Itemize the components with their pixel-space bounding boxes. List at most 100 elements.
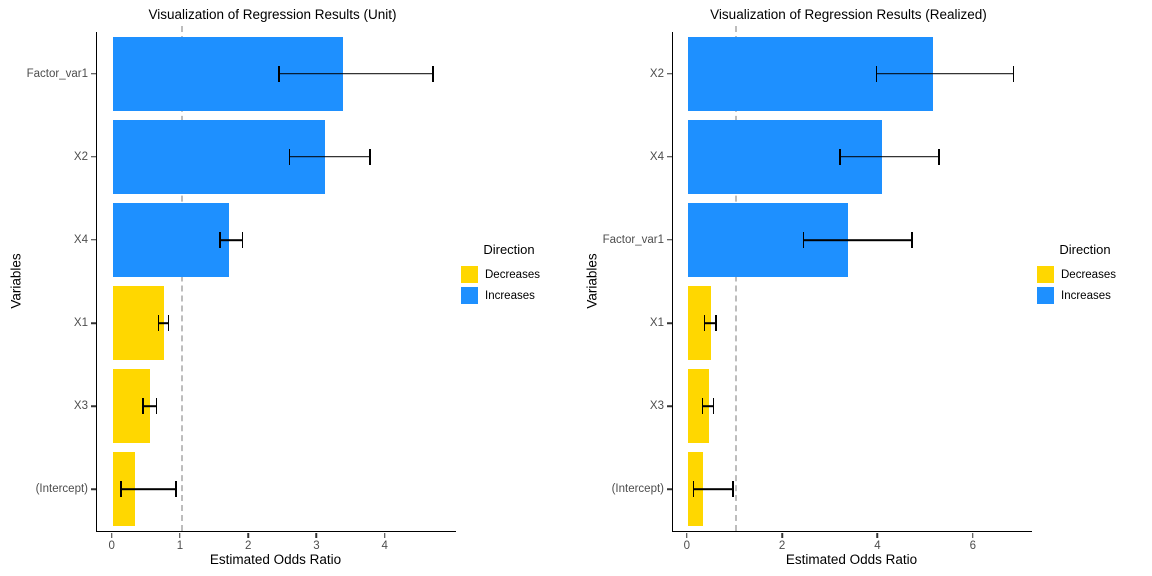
y-tick-label: X2 — [73, 150, 88, 163]
x-tick-label: 3 — [313, 539, 320, 552]
y-tick-mark — [666, 156, 672, 158]
error-bar-Factor_var1 — [279, 72, 433, 75]
error-cap-low-(Intercept) — [120, 481, 122, 498]
error-bar-X3 — [702, 405, 714, 408]
y-tick-mark — [90, 405, 96, 407]
y-tick-mark — [90, 72, 96, 75]
x-tick-label: 2 — [244, 539, 252, 552]
bar-X4 — [112, 202, 230, 277]
y-tick-mark — [90, 488, 96, 491]
error-cap-high-Factor_var1 — [911, 231, 913, 248]
legend-item-label: Decreases — [1061, 268, 1116, 281]
reference-line — [735, 26, 738, 531]
x-tick-mark — [383, 532, 386, 538]
x-tick-label: 2 — [778, 539, 786, 552]
error-cap-low-X3 — [141, 398, 144, 415]
plot-panel — [90, 26, 456, 532]
chart-realized: Visualization of Regression Results (Rea… — [576, 0, 1152, 576]
y-tick-mark — [666, 488, 672, 491]
y-tick-label: Factor_var1 — [26, 67, 88, 80]
y-tick-label: X1 — [649, 317, 664, 330]
y-tick-label: X4 — [649, 150, 664, 163]
error-cap-low-Factor_var1 — [802, 231, 805, 248]
y-tick-label: X1 — [73, 317, 88, 330]
y-tick-label: (Intercept) — [611, 483, 664, 496]
error-cap-low-X4 — [219, 231, 221, 248]
error-cap-high-X4 — [241, 231, 244, 248]
legend-title: Direction — [1059, 242, 1111, 257]
error-cap-high-(Intercept) — [732, 481, 734, 498]
x-tick-label: 4 — [381, 539, 388, 552]
y-tick-label: X3 — [649, 400, 664, 413]
x-tick-label: 0 — [683, 539, 690, 552]
y-tick-mark — [666, 322, 672, 324]
error-cap-low-(Intercept) — [692, 481, 695, 498]
y-tick-label: X4 — [73, 233, 88, 246]
error-cap-high-X2 — [1012, 65, 1015, 82]
legend-item-label: Increases — [1061, 289, 1111, 302]
error-bar-(Intercept) — [120, 488, 177, 491]
error-cap-low-X1 — [157, 315, 160, 332]
legend-item-label: Decreases — [485, 268, 540, 281]
y-tick-mark — [90, 322, 96, 324]
error-cap-low-X3 — [701, 398, 704, 415]
y-tick-mark — [666, 405, 672, 407]
x-tick-mark — [247, 532, 249, 538]
error-cap-low-X4 — [839, 148, 841, 165]
bar-X1 — [687, 286, 711, 361]
error-cap-high-(Intercept) — [175, 481, 177, 498]
error-cap-low-X2 — [875, 65, 878, 82]
chart-unit: Visualization of Regression Results (Uni… — [0, 7, 571, 567]
decreases-swatch-icon — [1037, 266, 1054, 283]
x-axis-title: Estimated Odds Ratio — [785, 552, 918, 567]
legend-item-decreases: Decreases — [461, 266, 571, 283]
bar-X3 — [687, 369, 710, 444]
x-tick-mark — [972, 532, 974, 538]
error-bar-Factor_var1 — [803, 239, 912, 241]
x-tick-mark — [315, 532, 318, 538]
legend-item-increases: Increases — [461, 287, 571, 304]
y-tick-label: Factor_var1 — [602, 233, 664, 246]
x-axis-title: Estimated Odds Ratio — [209, 552, 342, 567]
x-tick-label: 1 — [176, 539, 184, 552]
plot-panel — [666, 26, 1032, 532]
x-tick-label: 4 — [874, 539, 881, 552]
y-tick-mark — [666, 239, 672, 241]
x-tick-label: 6 — [969, 539, 977, 552]
increases-swatch-icon — [461, 287, 478, 304]
legend-title: Direction — [483, 242, 535, 257]
error-cap-low-X2 — [288, 148, 291, 165]
error-cap-high-X2 — [369, 148, 371, 165]
error-cap-high-Factor_var1 — [431, 65, 434, 82]
y-tick-mark — [90, 239, 96, 241]
legend-item-increases: Increases — [1037, 287, 1147, 304]
x-tick-mark — [110, 532, 113, 538]
error-cap-high-X1 — [715, 315, 717, 332]
y-tick-mark — [90, 156, 96, 158]
x-tick-mark — [179, 532, 181, 538]
error-cap-low-Factor_var1 — [278, 65, 281, 82]
x-tick-label: 0 — [108, 539, 115, 552]
x-tick-mark — [781, 532, 783, 538]
legend-item-label: Increases — [485, 289, 535, 302]
y-axis-labels: Factor_var1 X2 X4 X1 X3 (Intercept) — [0, 32, 88, 531]
error-bar-X1 — [158, 322, 169, 324]
chart-title: Visualization of Regression Results (Rea… — [710, 7, 987, 22]
y-tick-label: X3 — [73, 400, 88, 413]
y-tick-label: X2 — [649, 67, 664, 80]
error-cap-high-X4 — [938, 148, 940, 165]
legend: Direction Decreases Increases — [1037, 242, 1147, 308]
y-axis-labels: X2 X4 Factor_var1 X1 X3 (Intercept) — [576, 32, 664, 531]
decreases-swatch-icon — [461, 266, 478, 283]
error-bar-X2 — [876, 72, 1014, 75]
error-cap-high-X3 — [155, 398, 158, 415]
increases-swatch-icon — [1037, 287, 1054, 304]
error-bar-X4 — [219, 239, 243, 241]
error-bar-(Intercept) — [693, 488, 734, 491]
x-tick-mark — [876, 532, 879, 538]
bar-X1 — [112, 286, 164, 361]
error-cap-high-X3 — [712, 398, 715, 415]
legend: Direction Decreases Increases — [461, 242, 571, 308]
x-axis-ticks: 0 2 4 6 — [672, 532, 1031, 563]
